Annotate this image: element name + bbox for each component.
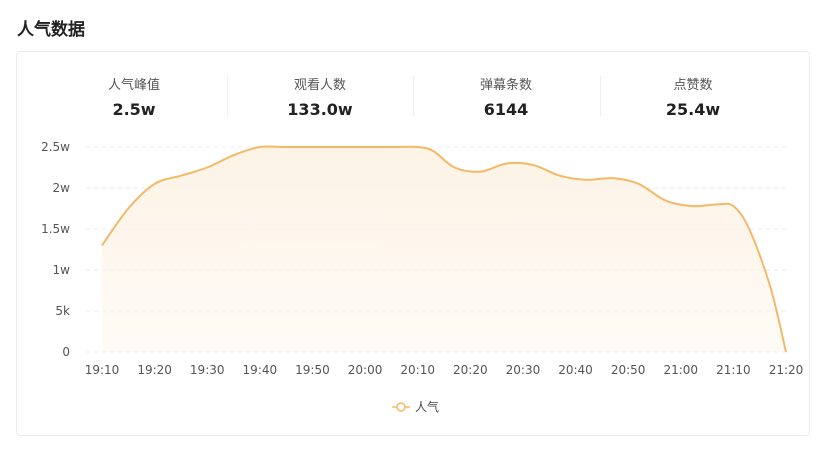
x-tick-label: 19:40: [243, 363, 278, 377]
x-tick-label: 20:00: [348, 363, 383, 377]
stat-divider: [600, 76, 601, 116]
stats-row: 人气峰值 2.5w 观看人数 133.0w 弹幕条数 6144 点赞数 25.4…: [17, 52, 809, 127]
stat-value: 2.5w: [112, 100, 156, 119]
series-area-popularity: [102, 146, 786, 352]
y-tick-label: 1.5w: [41, 222, 70, 236]
legend-label: 人气: [415, 399, 439, 414]
stat-danmaku: 弹幕条数 6144: [413, 74, 599, 119]
y-tick-label: 2w: [53, 181, 71, 195]
x-tick-label: 21:20: [769, 363, 804, 377]
stat-label: 人气峰值: [107, 78, 160, 93]
stat-label: 弹幕条数: [479, 78, 532, 93]
x-tick-label: 21:00: [663, 363, 698, 377]
x-tick-label: 19:20: [137, 363, 172, 377]
stat-peak-popularity: 人气峰值 2.5w: [41, 74, 227, 119]
y-tick-label: 0: [62, 345, 70, 359]
x-tick-label: 20:40: [558, 363, 593, 377]
stat-divider: [413, 76, 414, 116]
y-tick-label: 5k: [55, 304, 70, 318]
y-tick-label: 1w: [53, 263, 71, 277]
x-tick-label: 21:10: [716, 363, 751, 377]
x-tick-label: 19:30: [190, 363, 225, 377]
x-tick-label: 19:10: [85, 363, 120, 377]
page-title: 人气数据: [17, 20, 85, 40]
y-tick-label: 2.5w: [41, 140, 70, 154]
stat-likes: 点赞数 25.4w: [600, 74, 786, 119]
x-tick-label: 19:50: [295, 363, 330, 377]
popularity-card: 人气峰值 2.5w 观看人数 133.0w 弹幕条数 6144 点赞数 25.4…: [16, 51, 810, 436]
stat-label: 观看人数: [293, 78, 346, 93]
series-line-popularity: [101, 145, 787, 353]
stat-value: 133.0w: [287, 100, 353, 119]
x-tick-label: 20:20: [453, 363, 488, 377]
stat-value: 6144: [483, 100, 529, 119]
x-tick-label: 20:10: [400, 363, 435, 377]
stat-value: 25.4w: [665, 100, 721, 119]
popularity-chart: 0 5k 1w 1.5w 2w 2.5w 19:10 19:20 19:30 19:40 19:50…: [41, 140, 804, 414]
stat-divider: [227, 76, 228, 116]
x-tick-label: 20:50: [611, 363, 646, 377]
legend-marker: [396, 402, 406, 412]
stat-viewers: 观看人数 133.0w: [227, 74, 413, 119]
stat-label: 点赞数: [673, 78, 713, 93]
x-tick-label: 20:30: [506, 363, 541, 377]
